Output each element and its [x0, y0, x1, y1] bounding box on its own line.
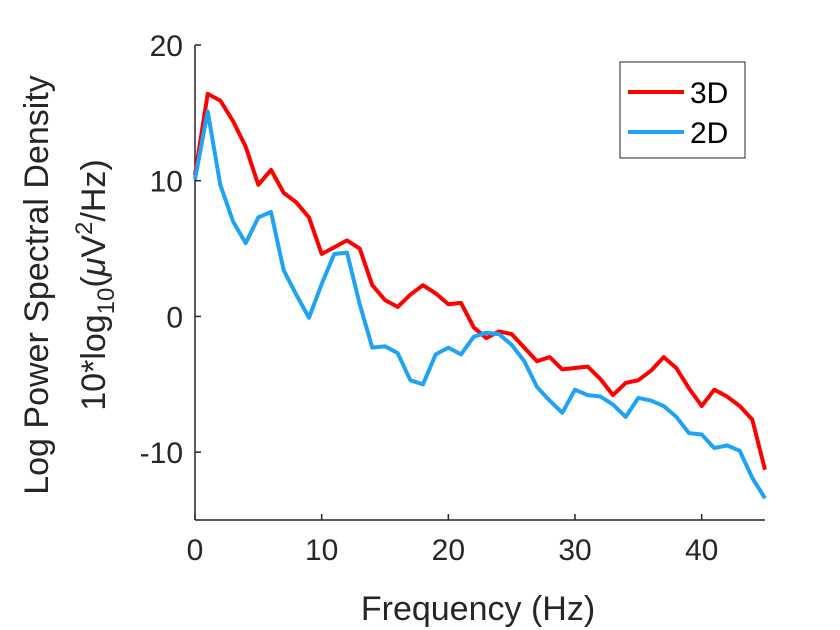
plot-lines — [193, 91, 767, 500]
y-axis-title-line1: Log Power Spectral Density — [18, 75, 56, 495]
legend-label-3d: 3D — [690, 77, 728, 110]
x-axis-title: Frequency (Hz) — [361, 590, 595, 628]
x-tick-label: 20 — [432, 534, 465, 567]
x-tick-label: 10 — [305, 534, 338, 567]
axis-ticks: 0 10 20 30 40 -10 0 10 20 — [140, 30, 719, 567]
y-tick-label: 0 — [166, 301, 183, 334]
legend-box — [619, 61, 746, 159]
y-tick-label: -10 — [140, 437, 183, 470]
series-line-2d — [193, 109, 767, 500]
y-tick-label: 10 — [150, 166, 183, 199]
x-tick-label: 0 — [187, 534, 204, 567]
legend-label-2d: 2D — [690, 117, 728, 150]
y-tick-label: 20 — [150, 30, 183, 63]
x-tick-label: 30 — [558, 534, 591, 567]
x-tick-label: 40 — [685, 534, 718, 567]
y-axis-title-line2: 10*log10(μV2/Hz) — [71, 159, 120, 410]
legend: 3D 2D — [619, 61, 746, 159]
